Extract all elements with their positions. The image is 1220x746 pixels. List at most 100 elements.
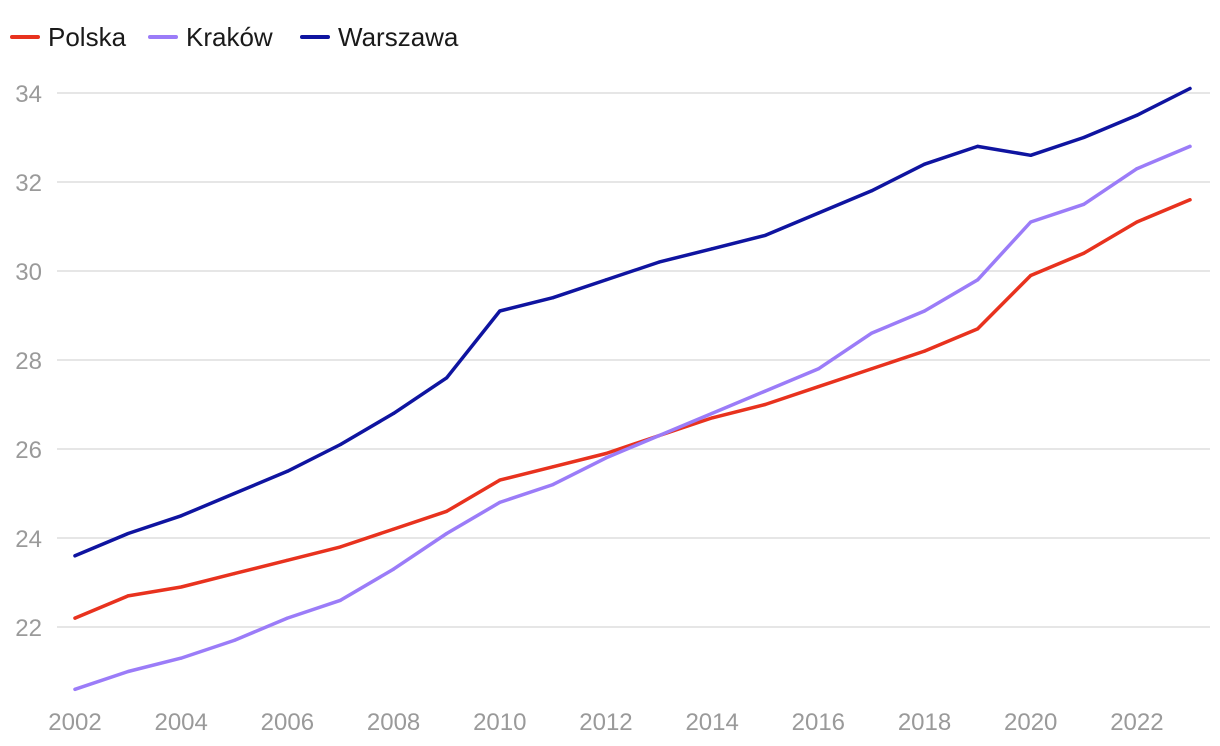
legend-label: Polska bbox=[48, 22, 127, 52]
data-point bbox=[232, 572, 236, 576]
series-warszawa bbox=[73, 86, 1192, 558]
series-lines bbox=[73, 86, 1192, 692]
x-tick-label: 2014 bbox=[685, 709, 738, 736]
data-point bbox=[710, 411, 714, 415]
legend-label: Warszawa bbox=[338, 22, 459, 52]
data-point bbox=[551, 483, 555, 487]
data-point bbox=[338, 442, 343, 447]
data-point bbox=[816, 367, 820, 371]
data-point bbox=[1188, 198, 1192, 202]
data-point bbox=[126, 531, 130, 536]
data-point bbox=[551, 465, 555, 469]
data-point bbox=[657, 260, 661, 264]
data-point bbox=[73, 687, 77, 691]
y-tick-label: 32 bbox=[15, 170, 42, 197]
data-point bbox=[763, 233, 767, 237]
legend-item-warszawa: Warszawa bbox=[300, 22, 459, 52]
x-tick-label: 2004 bbox=[154, 709, 207, 736]
x-tick-label: 2022 bbox=[1110, 709, 1163, 736]
x-tick-label: 2012 bbox=[579, 709, 632, 736]
x-axis-ticks: 2002 2004 2006 2008 2010 2012 2014 2016 2018 2020… bbox=[48, 709, 1163, 736]
data-point bbox=[1135, 220, 1139, 224]
data-point bbox=[869, 367, 874, 371]
data-point bbox=[126, 594, 130, 598]
data-point bbox=[73, 616, 77, 620]
data-point bbox=[976, 144, 980, 148]
data-point bbox=[869, 189, 874, 193]
data-point bbox=[445, 531, 449, 536]
data-point bbox=[1188, 86, 1192, 91]
data-point bbox=[445, 376, 449, 380]
data-point bbox=[285, 469, 289, 473]
data-point bbox=[391, 411, 396, 415]
data-point bbox=[1029, 220, 1033, 224]
y-tick-label: 24 bbox=[15, 526, 42, 553]
data-point bbox=[73, 554, 77, 558]
data-point bbox=[498, 309, 502, 313]
y-tick-label: 26 bbox=[15, 437, 42, 464]
data-point bbox=[604, 278, 608, 282]
series-line-warszawa bbox=[73, 86, 1192, 558]
data-point bbox=[816, 211, 820, 215]
data-point bbox=[498, 478, 502, 482]
data-point bbox=[1082, 202, 1086, 206]
x-tick-label: 2006 bbox=[261, 709, 314, 736]
y-tick-label: 28 bbox=[15, 348, 42, 375]
legend-item-kraków: Kraków bbox=[148, 22, 273, 52]
x-tick-label: 2008 bbox=[367, 709, 420, 736]
series-line-kraków bbox=[73, 144, 1192, 692]
data-point bbox=[126, 669, 130, 674]
data-point bbox=[445, 509, 449, 513]
data-point bbox=[498, 500, 502, 504]
data-point bbox=[1029, 273, 1033, 278]
x-tick-label: 2010 bbox=[473, 709, 526, 736]
x-tick-label: 2020 bbox=[1004, 709, 1057, 736]
data-point bbox=[976, 327, 980, 331]
legend: Polska Kraków Warszawa bbox=[10, 22, 459, 52]
data-point bbox=[710, 247, 714, 251]
data-point bbox=[657, 434, 661, 438]
y-tick-label: 30 bbox=[15, 259, 42, 286]
data-point bbox=[604, 451, 608, 456]
grid-lines bbox=[57, 92, 1210, 628]
data-point bbox=[710, 416, 714, 420]
series-polska bbox=[73, 198, 1192, 620]
y-axis-ticks: 22 24 26 28 30 32 34 bbox=[15, 81, 42, 642]
data-point bbox=[179, 656, 183, 660]
data-point bbox=[285, 616, 289, 620]
y-tick-label: 22 bbox=[15, 615, 42, 642]
data-point bbox=[869, 331, 874, 335]
data-point bbox=[922, 309, 927, 313]
data-point bbox=[763, 389, 767, 393]
x-tick-label: 2018 bbox=[898, 709, 951, 736]
data-point bbox=[179, 585, 183, 589]
x-tick-label: 2016 bbox=[792, 709, 845, 736]
data-point bbox=[179, 514, 183, 518]
data-point bbox=[1135, 113, 1139, 117]
data-point bbox=[922, 349, 927, 353]
data-point bbox=[338, 598, 343, 602]
x-tick-label: 2002 bbox=[48, 709, 101, 736]
data-point bbox=[391, 527, 396, 531]
data-point bbox=[391, 567, 396, 571]
series-line-polska bbox=[73, 198, 1192, 620]
series-kraków bbox=[73, 144, 1192, 692]
data-point bbox=[1188, 144, 1192, 148]
data-point bbox=[1135, 167, 1139, 171]
y-tick-label: 34 bbox=[15, 81, 42, 108]
data-point bbox=[285, 558, 289, 562]
data-point bbox=[551, 296, 555, 300]
data-point bbox=[976, 278, 980, 282]
data-point bbox=[922, 162, 927, 166]
data-point bbox=[1029, 153, 1033, 157]
data-point bbox=[1082, 251, 1086, 255]
data-point bbox=[604, 456, 608, 460]
data-point bbox=[1082, 135, 1086, 140]
data-point bbox=[338, 545, 343, 549]
data-point bbox=[763, 402, 767, 407]
legend-label: Kraków bbox=[186, 22, 273, 52]
data-point bbox=[232, 638, 236, 642]
data-point bbox=[816, 385, 820, 389]
data-point bbox=[232, 491, 236, 496]
